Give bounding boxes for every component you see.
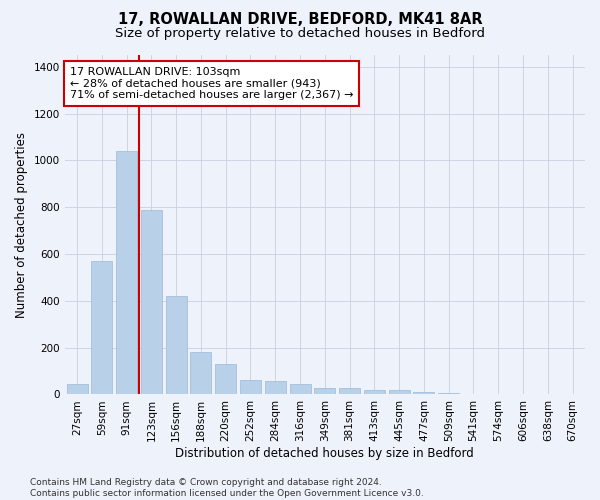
- Bar: [91, 261, 112, 394]
- Bar: [364, 390, 385, 394]
- Bar: [314, 388, 335, 394]
- Text: Contains HM Land Registry data © Crown copyright and database right 2024.
Contai: Contains HM Land Registry data © Crown c…: [30, 478, 424, 498]
- Bar: [389, 390, 410, 394]
- Bar: [290, 384, 311, 394]
- Text: Size of property relative to detached houses in Bedford: Size of property relative to detached ho…: [115, 28, 485, 40]
- Bar: [265, 381, 286, 394]
- Bar: [67, 384, 88, 394]
- Bar: [141, 210, 162, 394]
- Bar: [190, 352, 211, 395]
- Bar: [166, 296, 187, 394]
- X-axis label: Distribution of detached houses by size in Bedford: Distribution of detached houses by size …: [175, 447, 474, 460]
- Bar: [240, 380, 261, 394]
- Bar: [413, 392, 434, 394]
- Bar: [438, 392, 459, 394]
- Text: 17 ROWALLAN DRIVE: 103sqm
← 28% of detached houses are smaller (943)
71% of semi: 17 ROWALLAN DRIVE: 103sqm ← 28% of detac…: [70, 67, 353, 100]
- Text: 17, ROWALLAN DRIVE, BEDFORD, MK41 8AR: 17, ROWALLAN DRIVE, BEDFORD, MK41 8AR: [118, 12, 482, 28]
- Y-axis label: Number of detached properties: Number of detached properties: [15, 132, 28, 318]
- Bar: [215, 364, 236, 394]
- Bar: [339, 388, 360, 394]
- Bar: [116, 151, 137, 394]
